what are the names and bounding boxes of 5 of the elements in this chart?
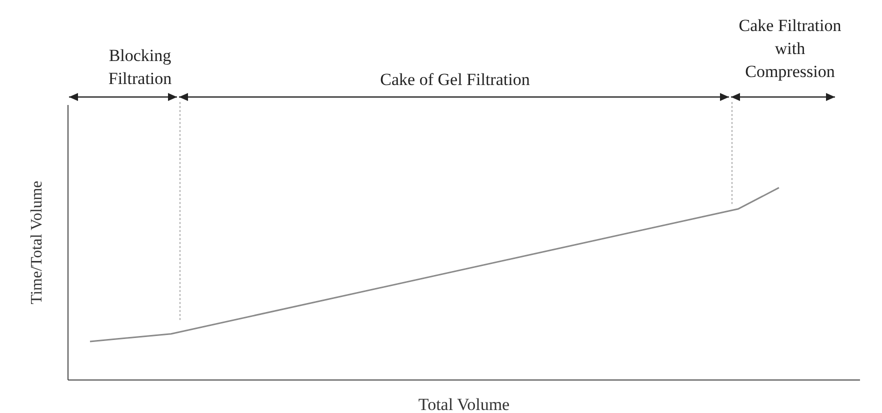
text: Blocking Filtration (108, 45, 172, 90)
text: Cake Filtration with Compression (738, 15, 842, 83)
x-axis-title: Total Volume (418, 395, 510, 413)
y-axis-title: Time/Total Volume (28, 180, 46, 304)
text: Cake of Gel Filtration (380, 69, 530, 91)
